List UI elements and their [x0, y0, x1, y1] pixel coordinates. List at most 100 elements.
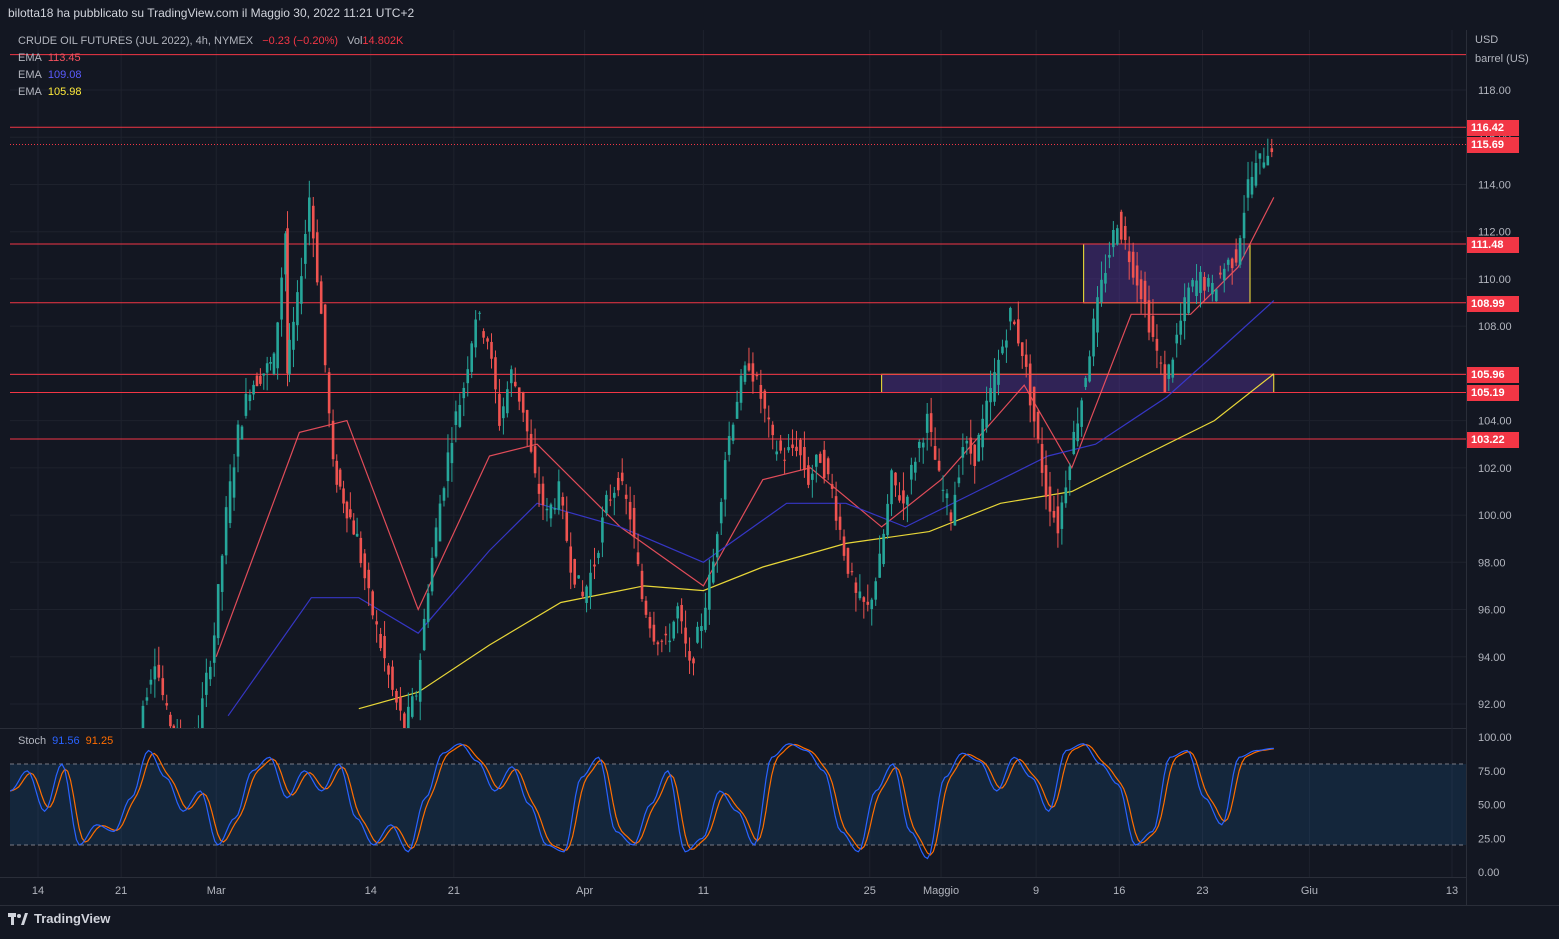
ema-line-3: [358, 373, 1275, 710]
price-tick-label: 102.00: [1478, 463, 1512, 475]
candle: [224, 496, 228, 565]
candle-body: [311, 205, 315, 239]
candle-body: [537, 483, 541, 494]
candle-body: [696, 626, 699, 643]
candle: [430, 547, 434, 596]
candle: [783, 447, 786, 474]
price-tick-label: 118.00: [1478, 85, 1511, 97]
time-tick-label: 21: [115, 885, 127, 897]
candle-body: [280, 277, 283, 320]
candle-body: [818, 453, 822, 463]
candle: [208, 660, 212, 686]
time-tick-label: 13: [1446, 885, 1458, 897]
candle-body: [941, 489, 945, 491]
candle-body: [490, 341, 493, 359]
candle-body: [993, 372, 996, 402]
candle: [212, 622, 216, 677]
candle-body: [795, 446, 798, 451]
candle: [640, 563, 644, 602]
candle: [609, 484, 612, 507]
candle-body: [165, 703, 169, 706]
candle: [1159, 355, 1163, 376]
candle-body: [541, 483, 545, 506]
candle-body: [549, 504, 553, 519]
candle-body: [236, 424, 240, 457]
candle-body: [668, 640, 672, 643]
candle: [735, 390, 739, 419]
candle-body: [395, 690, 398, 703]
candle-body: [255, 375, 259, 387]
candle-body: [917, 441, 921, 448]
zones: [881, 243, 1275, 394]
candle: [486, 336, 489, 350]
candle-body: [961, 447, 965, 458]
candle-body: [1060, 502, 1064, 529]
candle-body: [399, 697, 402, 711]
candle: [1116, 224, 1119, 246]
candle-body: [1187, 287, 1190, 314]
candle: [1040, 427, 1044, 487]
candle-body: [1159, 362, 1163, 364]
ema-legend-1[interactable]: EMA 113.45: [18, 52, 87, 64]
candle-body: [811, 473, 814, 480]
tradingview-brand[interactable]: TradingView: [8, 911, 110, 926]
candle-body: [767, 417, 771, 420]
candle-body: [1207, 277, 1210, 287]
price-tick-label: 94.00: [1478, 652, 1506, 664]
candle: [259, 368, 262, 386]
candle-body: [265, 363, 269, 373]
candle-body: [1131, 251, 1135, 278]
candle-body: [553, 508, 557, 510]
candle-body: [775, 451, 778, 455]
candle-body: [434, 527, 438, 557]
unit-label: barrel (US): [1475, 53, 1529, 65]
candle: [1234, 238, 1238, 267]
candle-body: [898, 495, 901, 501]
candle: [296, 280, 299, 341]
candle: [850, 562, 854, 576]
candle: [910, 457, 913, 495]
candle: [521, 391, 525, 423]
candle: [1072, 420, 1076, 456]
time-tick-label: 9: [1033, 885, 1039, 897]
ema-legend-2[interactable]: EMA 109.08: [18, 69, 88, 81]
candle: [169, 711, 172, 728]
candle-body: [985, 400, 988, 428]
candle-body: [141, 705, 145, 728]
candle-body: [807, 465, 810, 485]
candle: [553, 498, 557, 515]
candle-body: [1013, 321, 1016, 325]
volume-label: Vol: [347, 35, 363, 47]
candle: [498, 379, 501, 431]
candle: [719, 498, 723, 536]
candle: [1191, 277, 1194, 293]
candle-body: [1056, 506, 1060, 534]
candle: [517, 387, 521, 411]
time-tick-label: Apr: [576, 885, 593, 897]
candle-body: [1044, 465, 1048, 498]
candle: [601, 506, 604, 558]
candle: [993, 358, 996, 406]
stoch-legend[interactable]: Stoch 91.56 91.25: [18, 735, 119, 747]
ema-2-name: EMA: [18, 69, 42, 81]
candle: [830, 473, 834, 499]
candle: [383, 621, 386, 672]
candle: [470, 341, 474, 379]
candle: [1262, 147, 1266, 169]
candle-body: [561, 496, 565, 506]
candle: [1123, 216, 1127, 250]
candle-body: [494, 357, 497, 390]
price-tick-label: 98.00: [1478, 557, 1506, 569]
candle: [886, 494, 889, 539]
candle: [949, 509, 953, 531]
ema-legend-3[interactable]: EMA 105.98: [18, 86, 88, 98]
candle: [482, 328, 485, 344]
candle-body: [1127, 251, 1131, 263]
time-axis-ticks: 14 21 Mar 14 21 Apr 11 25 Maggio 9 16 23 Giu 13: [32, 885, 1458, 897]
candle-body: [577, 575, 580, 579]
ema-1-name: EMA: [18, 52, 42, 64]
candle-body: [506, 389, 509, 414]
candle-body: [981, 418, 984, 448]
candle-body: [363, 553, 367, 579]
